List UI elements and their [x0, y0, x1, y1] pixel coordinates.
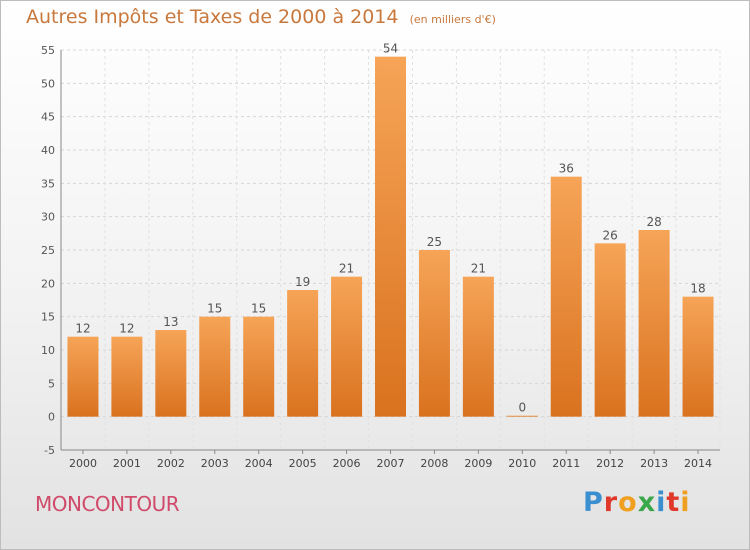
value-label: 21: [471, 262, 486, 276]
value-label: 15: [251, 302, 266, 316]
value-label: 36: [559, 162, 574, 176]
y-tick-label: 50: [41, 77, 55, 90]
value-label: 21: [339, 262, 354, 276]
y-tick-label: 5: [48, 377, 55, 390]
value-label: 25: [427, 235, 442, 249]
brand-letter: i: [656, 487, 667, 518]
value-label: 13: [163, 315, 178, 329]
y-tick-label: 40: [41, 144, 55, 157]
y-tick-label: 30: [41, 211, 55, 224]
x-tick-label: 2010: [508, 457, 536, 470]
brand-letter: r: [603, 487, 619, 518]
value-label: 26: [603, 228, 618, 242]
bar: [682, 296, 714, 417]
x-tick-label: 2011: [552, 457, 580, 470]
x-tick-label: 2013: [640, 457, 668, 470]
value-label: 12: [119, 322, 134, 336]
value-label: 19: [295, 275, 310, 289]
brand-letter: P: [583, 487, 604, 518]
x-tick-label: 2005: [289, 457, 317, 470]
y-tick-label: 20: [41, 277, 55, 290]
bar: [287, 290, 319, 417]
brand-letter: o: [618, 487, 638, 518]
bar: [331, 276, 363, 417]
x-tick-label: 2014: [684, 457, 712, 470]
value-label: 15: [207, 302, 222, 316]
brand-letter: t: [666, 487, 681, 518]
bar: [199, 316, 231, 417]
x-tick-label: 2000: [69, 457, 97, 470]
bar: [550, 176, 582, 417]
title-row: Autres Impôts et Taxes de 2000 à 2014 (e…: [26, 6, 496, 28]
y-tick-label: 35: [41, 177, 55, 190]
x-tick-label: 2003: [201, 457, 229, 470]
x-tick-label: 2004: [245, 457, 273, 470]
y-tick-label: 15: [41, 311, 55, 324]
x-tick-label: 2012: [596, 457, 624, 470]
bar: [462, 276, 494, 417]
value-label: 0: [518, 401, 526, 415]
y-tick-label: 25: [41, 244, 55, 257]
chart-title: Autres Impôts et Taxes de 2000 à 2014: [26, 6, 399, 28]
y-tick-label: 45: [41, 111, 55, 124]
bar: [243, 316, 275, 417]
bar: [67, 336, 99, 417]
y-tick-label: 10: [41, 344, 55, 357]
brand-letter: x: [637, 487, 657, 518]
bar: [111, 336, 143, 417]
brand-letter: i: [680, 487, 691, 518]
value-label: 28: [646, 215, 661, 229]
x-tick-label: 2006: [333, 457, 361, 470]
bar: [375, 56, 406, 417]
y-tick-label: 55: [41, 44, 55, 57]
y-tick-label: -5: [44, 444, 55, 457]
x-tick-label: 2001: [113, 457, 141, 470]
x-tick-label: 2008: [420, 457, 448, 470]
bar: [506, 415, 538, 417]
bar: [638, 230, 670, 417]
y-tick-label: 0: [48, 411, 55, 424]
x-tick-label: 2002: [157, 457, 185, 470]
x-tick-label: 2009: [464, 457, 492, 470]
value-label: 54: [383, 42, 398, 56]
bar: [155, 330, 187, 417]
value-label: 18: [690, 282, 705, 296]
bar: [418, 250, 450, 417]
commune-name: MONCONTOUR: [35, 492, 180, 516]
brand-logo: Proxiti: [583, 487, 691, 518]
chart-unit: (en milliers d'€): [409, 13, 496, 26]
bar: [594, 243, 626, 417]
value-label: 12: [75, 322, 90, 336]
x-tick-label: 2007: [377, 457, 405, 470]
